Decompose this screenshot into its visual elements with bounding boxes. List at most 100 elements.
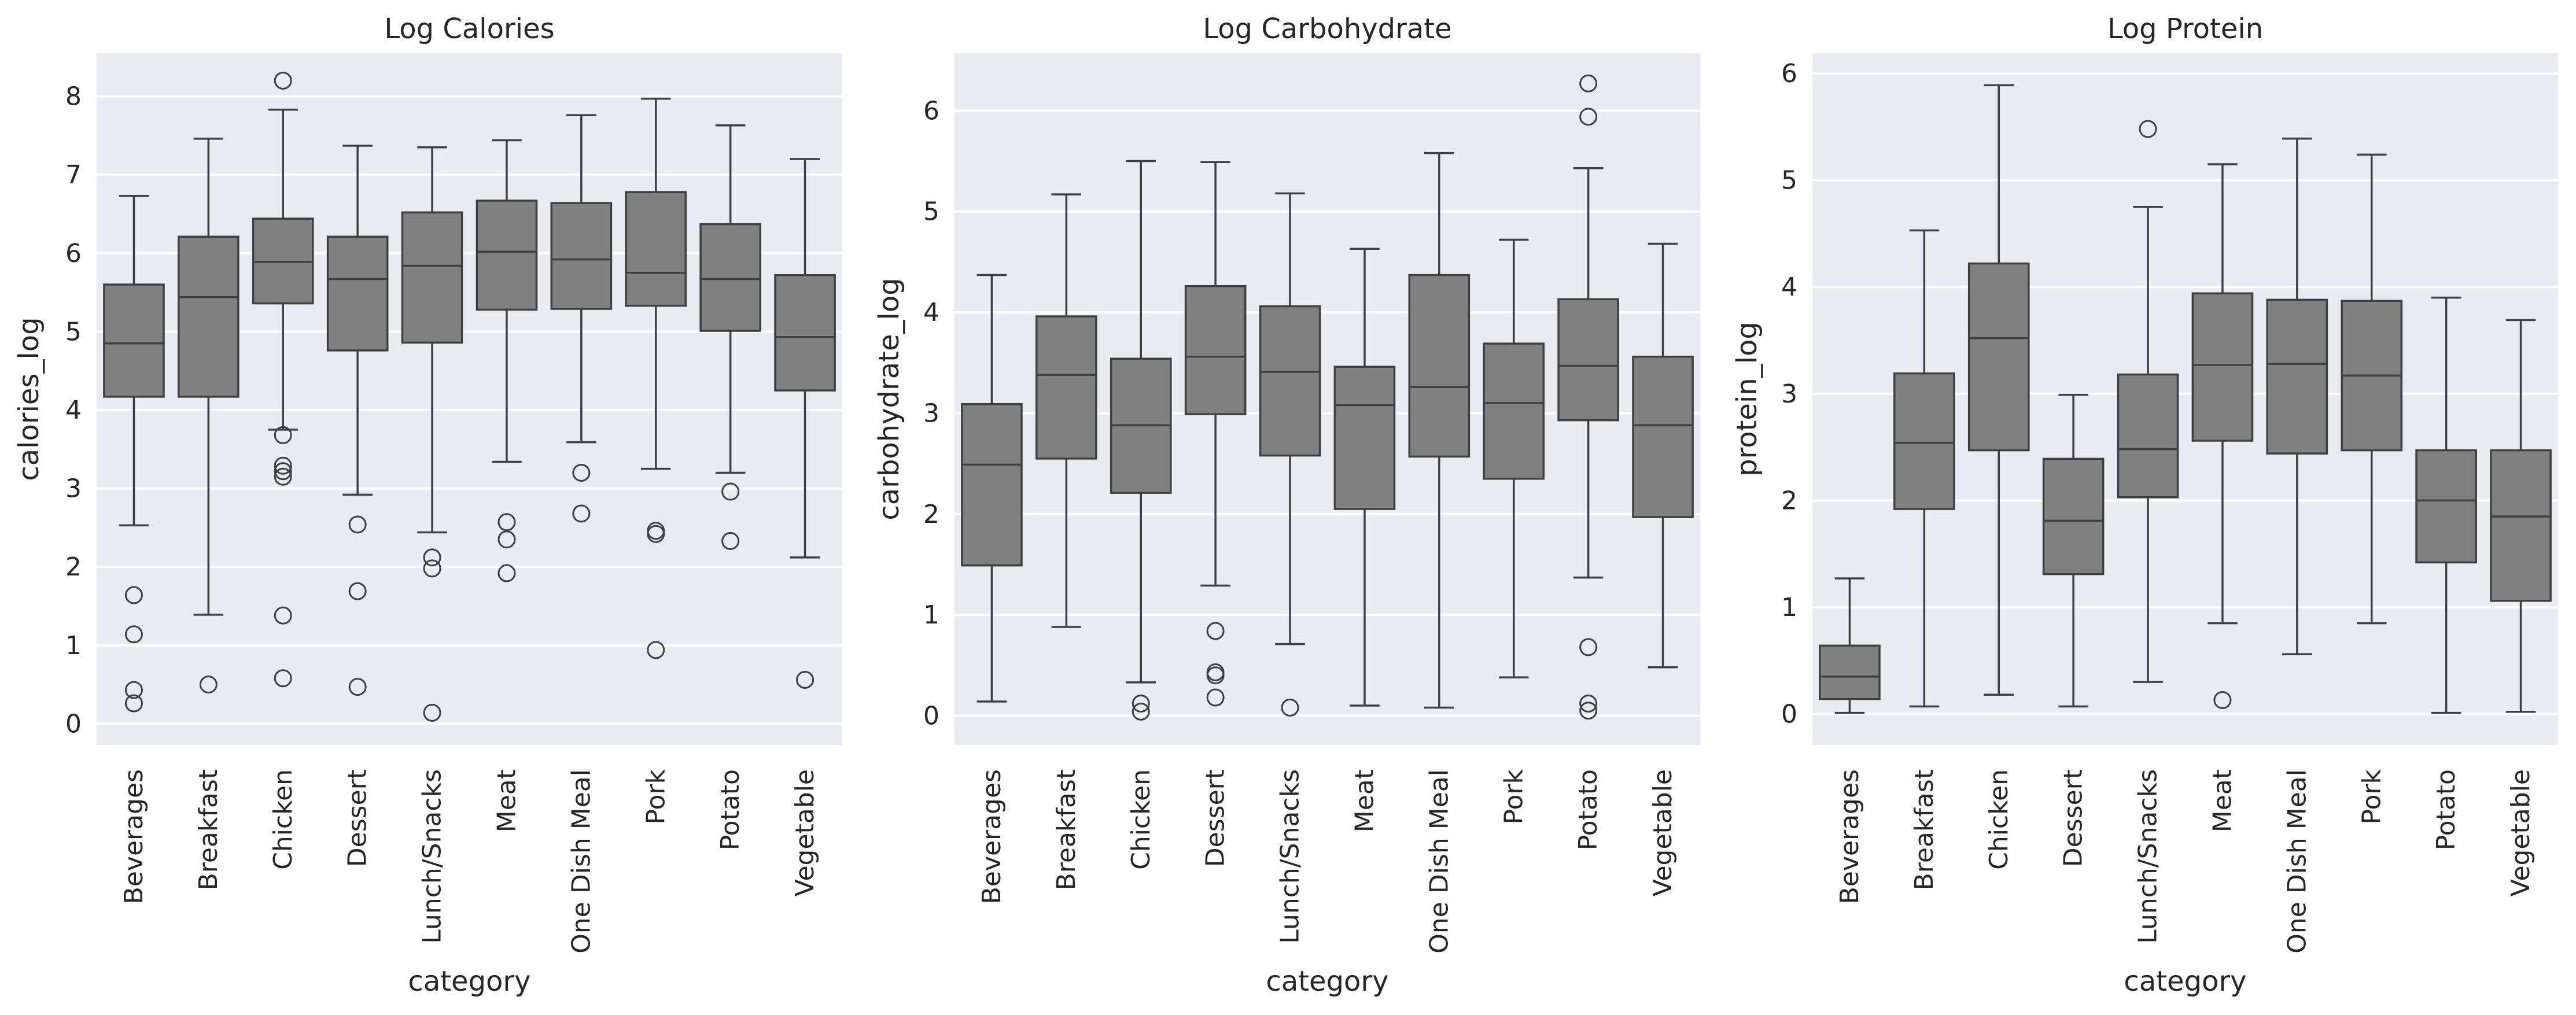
gridlines — [955, 109, 1700, 717]
iqr-box — [1893, 372, 1955, 510]
box-chicken — [1110, 160, 1172, 721]
y-tick-label: 0 — [1781, 699, 1797, 729]
y-tick-label: 0 — [65, 709, 82, 739]
x-tick-label: Dessert — [2059, 769, 2088, 867]
outlier-point — [721, 482, 740, 501]
outlier-point — [423, 559, 441, 578]
iqr-box — [774, 274, 836, 392]
outlier-point — [1132, 702, 1150, 721]
x-tick-labels: Beverages Breakfast Chicken Dessert Lunch/Sn… — [119, 769, 820, 953]
box-chicken — [252, 71, 314, 688]
y-tick-label: 6 — [65, 239, 82, 268]
outlier-point — [497, 564, 516, 582]
outlier-point — [647, 641, 665, 659]
outlier-point — [124, 681, 143, 699]
iqr-box — [401, 211, 463, 344]
outlier-point — [274, 462, 292, 481]
panel-carbohydrate: 0 1 2 3 4 5 6 Beverages Breakfast Chicken Dessert… — [873, 13, 1700, 998]
x-tick-label: Vegetable — [1648, 769, 1678, 896]
outlier-point — [348, 515, 367, 534]
y-tick-label: 5 — [65, 317, 82, 346]
outlier-point — [124, 694, 143, 713]
outlier-point — [572, 504, 591, 523]
iqr-box — [103, 283, 165, 398]
box-one-dish-meal — [2266, 137, 2328, 655]
y-tick-label: 8 — [65, 82, 82, 112]
box-breakfast — [1035, 193, 1097, 628]
outlier-point — [1281, 698, 1299, 717]
outlier-point — [274, 669, 292, 688]
x-tick-label: Lunch/Snacks — [418, 769, 447, 944]
iqr-box — [1035, 315, 1097, 460]
box-pork — [1483, 238, 1545, 678]
outlier-point — [572, 463, 591, 482]
outlier-point — [124, 586, 143, 604]
outlier-point — [423, 703, 441, 722]
box-beverages — [103, 195, 165, 713]
x-tick-label: One Dish Meal — [566, 769, 596, 954]
outlier-point — [721, 532, 740, 550]
y-tick-label: 3 — [923, 398, 939, 428]
box-vegetable — [1632, 242, 1694, 669]
y-tick-label: 2 — [65, 552, 82, 582]
boxes — [961, 74, 1694, 721]
x-tick-label: One Dish Meal — [1424, 769, 1454, 954]
outlier-point — [199, 676, 218, 694]
y-tick-label: 4 — [923, 298, 939, 327]
outlier-point — [274, 456, 292, 475]
box-potato — [699, 124, 761, 550]
x-tick-label: Chicken — [1984, 769, 2014, 870]
x-tick-labels: Beverages Breakfast Chicken Dessert Lunch/Sn… — [1835, 769, 2536, 953]
iqr-box — [2490, 449, 2552, 602]
y-tick-label: 7 — [65, 160, 82, 190]
outlier-point — [2139, 120, 2157, 138]
y-tick-labels: 0 1 2 3 4 5 6 — [1781, 59, 1797, 729]
iqr-box — [1333, 366, 1396, 510]
x-tick-label: Potato — [1573, 769, 1603, 850]
box-dessert — [1184, 161, 1247, 707]
x-tick-label: One Dish Meal — [2282, 769, 2312, 954]
box-vegetable — [774, 158, 836, 689]
outlier-point — [348, 678, 367, 696]
outlier-point — [647, 525, 665, 543]
box-potato — [2415, 296, 2477, 714]
y-tick-label: 6 — [923, 96, 939, 126]
iqr-box — [961, 403, 1023, 567]
iqr-box — [699, 223, 761, 332]
x-tick-label: Breakfast — [194, 769, 223, 890]
panel-title: Log Calories — [384, 13, 554, 45]
iqr-box — [1632, 356, 1694, 518]
outlier-point — [796, 670, 815, 689]
iqr-box — [1483, 342, 1545, 480]
x-tick-label: Vegetable — [790, 769, 820, 896]
iqr-box — [326, 235, 389, 352]
outlier-point — [1579, 108, 1598, 126]
iqr-box — [1557, 298, 1619, 422]
x-tick-label: Potato — [2431, 769, 2461, 850]
panel-title: Log Carbohydrate — [1203, 13, 1451, 45]
y-axis-label: calories_log — [13, 317, 45, 481]
x-tick-label: Beverages — [1835, 769, 1864, 904]
y-axis-label: carbohydrate_log — [873, 278, 905, 520]
x-tick-label: Meat — [2208, 769, 2237, 832]
outlier-point — [1132, 695, 1150, 713]
box-lunch-snacks — [401, 146, 463, 722]
y-axis-label: protein_log — [1731, 322, 1763, 477]
iqr-box — [1259, 305, 1321, 457]
outlier-point — [274, 467, 292, 486]
y-tick-label: 2 — [1781, 486, 1797, 515]
x-tick-label: Pork — [641, 769, 670, 824]
box-lunch-snacks — [2117, 120, 2179, 683]
panel-protein: 0 1 2 3 4 5 6 Beverages Breakfast Chicken Dessert… — [1731, 13, 2558, 998]
y-tick-labels: 0 1 2 3 4 5 6 — [923, 96, 939, 730]
y-tick-label: 3 — [65, 474, 82, 504]
x-tick-label: Meat — [1350, 769, 1379, 832]
outlier-point — [1579, 695, 1598, 713]
x-tick-label: Vegetable — [2506, 769, 2536, 896]
x-axis-label: category — [2124, 965, 2246, 998]
panel-title: Log Protein — [2107, 13, 2263, 45]
outlier-point — [497, 530, 516, 549]
x-tick-label: Breakfast — [1052, 769, 1081, 890]
iqr-box — [1184, 285, 1247, 415]
outlier-point — [274, 71, 292, 90]
